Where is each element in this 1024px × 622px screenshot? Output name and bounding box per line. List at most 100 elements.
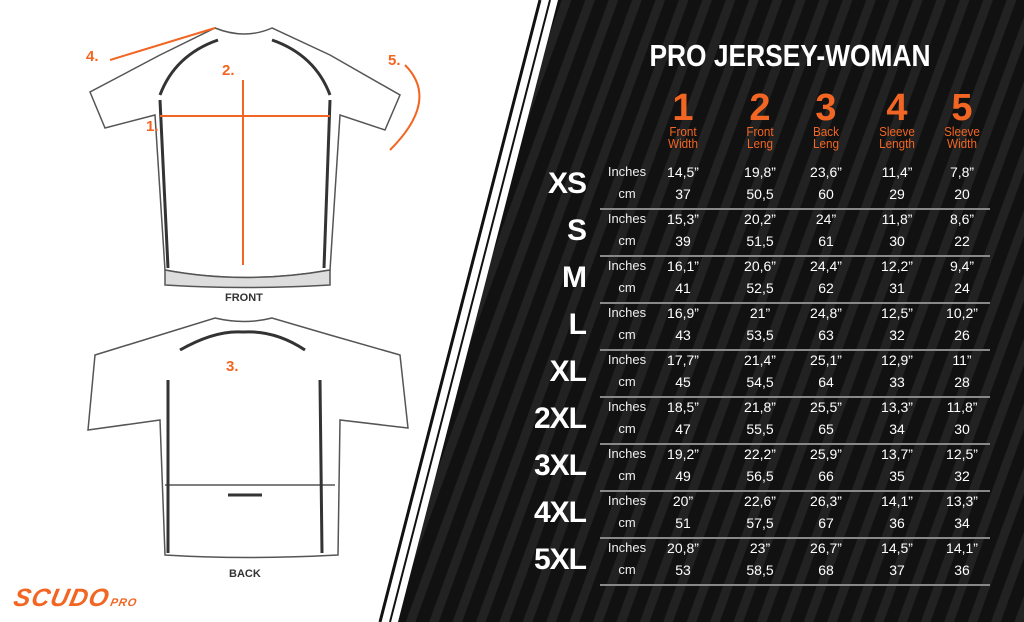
value-inches: 11,8” bbox=[946, 399, 978, 415]
jersey-diagram bbox=[87, 27, 421, 559]
value-cm: 65 bbox=[818, 421, 834, 437]
value-cm: 66 bbox=[818, 468, 834, 484]
value-inches: 24” bbox=[815, 211, 837, 227]
value-cm: 34 bbox=[954, 515, 970, 531]
value-cm: 52,5 bbox=[746, 280, 774, 296]
unit-cm: cm bbox=[618, 233, 636, 248]
size-label: L bbox=[568, 308, 587, 341]
value-cm: 68 bbox=[818, 562, 834, 578]
value-cm: 36 bbox=[889, 515, 905, 531]
value-inches: 20,6” bbox=[744, 258, 776, 274]
row-divider bbox=[600, 255, 990, 257]
unit-inches: Inches bbox=[607, 211, 647, 226]
value-cm: 64 bbox=[818, 374, 834, 390]
value-inches: 13,3” bbox=[881, 399, 913, 415]
unit-cm: cm bbox=[618, 468, 636, 483]
row-divider bbox=[600, 208, 990, 210]
value-inches: 24,4” bbox=[810, 258, 842, 274]
value-inches: 23” bbox=[749, 540, 771, 556]
value-cm: 63 bbox=[818, 327, 834, 343]
value-cm: 22 bbox=[954, 233, 970, 249]
size-label: M bbox=[562, 261, 587, 294]
value-cm: 56,5 bbox=[746, 468, 774, 484]
value-inches: 22,6” bbox=[744, 493, 776, 509]
value-cm: 57,5 bbox=[746, 515, 774, 531]
value-inches: 11” bbox=[952, 352, 972, 368]
value-cm: 24 bbox=[954, 280, 970, 296]
brand-logo: SCUDOPRO bbox=[11, 584, 139, 612]
column-label-1: Sleeve bbox=[944, 124, 980, 139]
page-title: PRO JERSEY-WOMAN bbox=[649, 38, 931, 73]
value-inches: 25,5” bbox=[810, 399, 842, 415]
row-divider bbox=[600, 443, 990, 445]
marker-5: 5. bbox=[388, 52, 401, 69]
value-cm: 61 bbox=[818, 233, 834, 249]
value-inches: 12,2” bbox=[881, 258, 913, 274]
value-cm: 53 bbox=[675, 562, 691, 578]
value-inches: 11,4” bbox=[881, 164, 913, 180]
value-cm: 30 bbox=[954, 421, 970, 437]
row-divider bbox=[600, 584, 990, 586]
value-cm: 50,5 bbox=[746, 186, 774, 202]
value-inches: 20,8” bbox=[667, 540, 699, 556]
column-header: 2 Front Leng bbox=[725, 89, 795, 151]
value-inches: 16,1” bbox=[667, 258, 699, 274]
unit-cm: cm bbox=[618, 280, 636, 295]
column-label-2: Leng bbox=[746, 136, 774, 151]
size-label: S bbox=[566, 214, 587, 247]
marker-4: 4. bbox=[86, 48, 99, 65]
row-divider bbox=[600, 396, 990, 398]
column-label-2: Width bbox=[668, 136, 698, 151]
value-inches: 13,7” bbox=[881, 446, 913, 462]
column-label-1: Front bbox=[669, 124, 697, 139]
value-cm: 47 bbox=[675, 421, 691, 437]
value-cm: 49 bbox=[675, 468, 691, 484]
size-label: 3XL bbox=[533, 449, 587, 482]
value-cm: 58,5 bbox=[746, 562, 774, 578]
value-inches: 22,2” bbox=[744, 446, 776, 462]
value-cm: 43 bbox=[675, 327, 691, 343]
value-cm: 26 bbox=[954, 327, 970, 343]
value-inches: 19,2” bbox=[667, 446, 699, 462]
value-cm: 67 bbox=[818, 515, 834, 531]
value-cm: 34 bbox=[889, 421, 905, 437]
unit-cm: cm bbox=[618, 562, 636, 577]
value-cm: 51 bbox=[675, 515, 691, 531]
value-cm: 51,5 bbox=[746, 233, 774, 249]
value-inches: 9,4” bbox=[949, 258, 975, 274]
column-number: 3 bbox=[815, 87, 837, 129]
value-cm: 60 bbox=[818, 186, 834, 202]
unit-inches: Inches bbox=[607, 493, 647, 508]
unit-inches: Inches bbox=[607, 164, 647, 179]
unit-inches: Inches bbox=[607, 399, 647, 414]
value-cm: 39 bbox=[675, 233, 691, 249]
front-label: FRONT bbox=[225, 292, 263, 304]
value-cm: 35 bbox=[889, 468, 905, 484]
value-cm: 45 bbox=[675, 374, 691, 390]
unit-inches: Inches bbox=[607, 258, 647, 273]
column-header: 5 Sleeve Width bbox=[927, 89, 997, 150]
value-inches: 26,7” bbox=[810, 540, 842, 556]
value-cm: 55,5 bbox=[746, 421, 774, 437]
value-cm: 32 bbox=[954, 468, 970, 484]
marker-1: 1. bbox=[146, 118, 159, 135]
value-inches: 19,8” bbox=[744, 164, 776, 180]
row-divider bbox=[600, 490, 990, 492]
size-label: XL bbox=[549, 355, 587, 388]
value-inches: 12,5” bbox=[946, 446, 978, 462]
value-inches: 17,7” bbox=[667, 352, 699, 368]
value-inches: 16,9” bbox=[667, 305, 699, 321]
column-label-1: Back bbox=[812, 124, 840, 139]
unit-cm: cm bbox=[618, 327, 636, 342]
column-header: 3 Back Leng bbox=[791, 87, 861, 150]
column-number: 4 bbox=[886, 87, 908, 129]
row-divider bbox=[600, 302, 990, 304]
front-jersey bbox=[89, 27, 401, 289]
row-divider bbox=[600, 537, 990, 539]
unit-inches: Inches bbox=[607, 305, 647, 320]
value-inches: 24,8” bbox=[810, 305, 842, 321]
value-inches: 23,6” bbox=[810, 164, 842, 180]
unit-cm: cm bbox=[618, 421, 636, 436]
value-inches: 18,5” bbox=[667, 399, 699, 415]
value-inches: 14,1” bbox=[881, 493, 913, 509]
